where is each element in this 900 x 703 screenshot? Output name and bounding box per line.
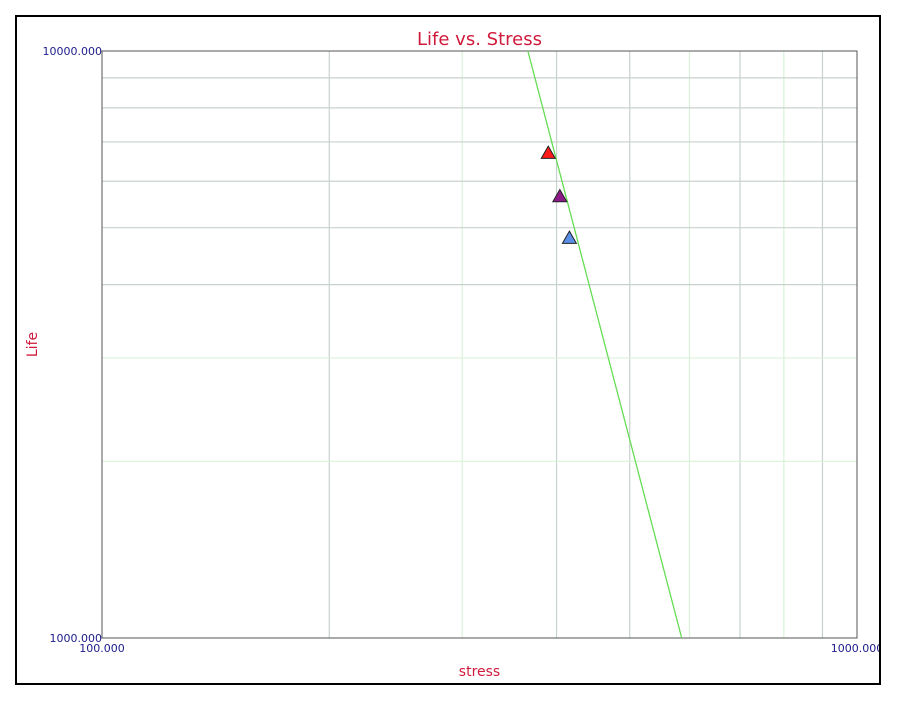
plot-area-border	[101, 50, 858, 639]
y-tick-label: 10000.000	[43, 45, 103, 58]
chart-svg: Life vs. Stress stress Life 100.000 1000…	[25, 29, 879, 680]
x-tick-label: 1000.000	[831, 642, 879, 655]
fit-line-layer	[527, 51, 683, 638]
data-points-layer	[540, 145, 578, 244]
grid-layer	[102, 51, 857, 638]
y-axis-label: Life	[25, 332, 41, 357]
data-point-triangle	[561, 230, 578, 244]
chart-title: Life vs. Stress	[417, 29, 542, 50]
fit-line	[527, 51, 683, 638]
data-point-triangle	[551, 188, 568, 203]
x-tick-label: 100.000	[79, 642, 125, 655]
chart-frame: Life vs. Stress stress Life 100.000 1000…	[15, 15, 881, 685]
y-tick-label: 1000.000	[50, 632, 103, 645]
labels-layer: Life vs. Stress stress Life 100.000 1000…	[25, 29, 879, 680]
x-axis-label: stress	[459, 664, 500, 680]
data-point-triangle	[540, 145, 557, 159]
